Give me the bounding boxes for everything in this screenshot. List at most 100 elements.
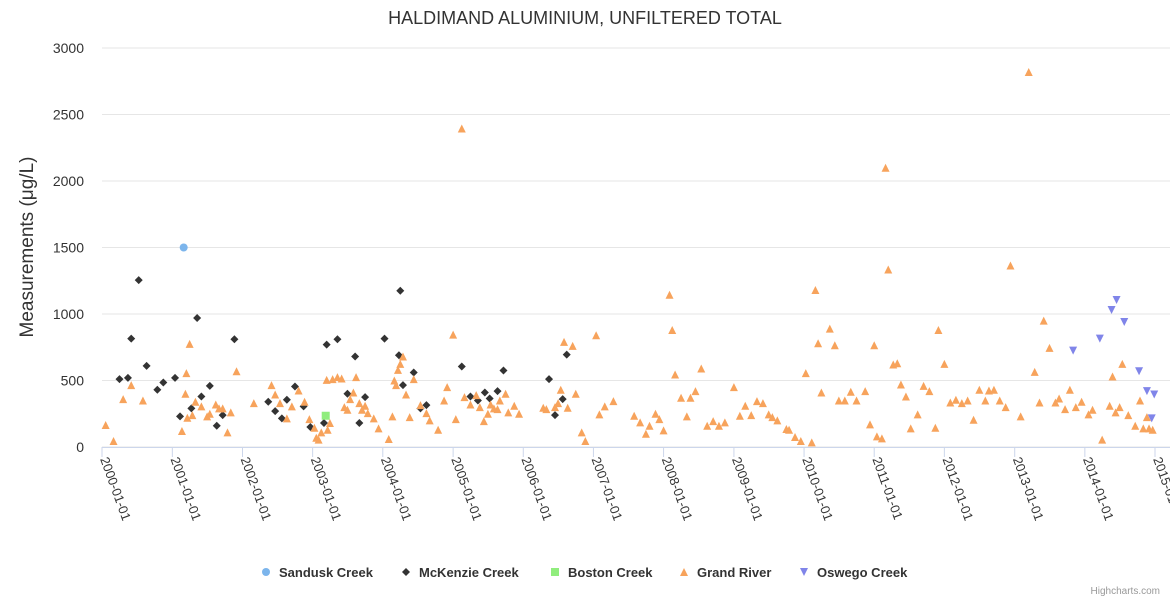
data-point[interactable] [872, 432, 881, 441]
data-point[interactable] [282, 414, 291, 423]
legend-marker[interactable] [402, 568, 410, 576]
legend-item[interactable]: Sandusk Creek [262, 565, 374, 580]
data-point[interactable] [1150, 390, 1159, 399]
data-point[interactable] [388, 412, 397, 421]
data-point[interactable] [212, 421, 221, 430]
data-point[interactable] [773, 416, 782, 425]
data-point[interactable] [109, 437, 118, 446]
data-point[interactable] [294, 386, 303, 395]
data-point[interactable] [1131, 421, 1140, 430]
data-point[interactable] [825, 324, 834, 333]
data-point[interactable] [380, 334, 389, 343]
data-point[interactable] [1111, 408, 1120, 417]
data-point[interactable] [369, 414, 378, 423]
data-point[interactable] [752, 397, 761, 406]
data-point[interactable] [877, 434, 886, 443]
data-point[interactable] [995, 396, 1004, 405]
data-point[interactable] [472, 391, 481, 400]
data-point[interactable] [466, 400, 475, 409]
data-point[interactable] [501, 389, 510, 398]
data-point[interactable] [457, 362, 466, 371]
data-point[interactable] [665, 290, 674, 299]
data-point[interactable] [396, 359, 405, 368]
data-point[interactable] [416, 401, 425, 410]
data-point[interactable] [1088, 405, 1097, 414]
data-point[interactable] [951, 395, 960, 404]
data-point[interactable] [568, 341, 577, 350]
data-point[interactable] [323, 425, 332, 434]
data-point[interactable] [392, 381, 401, 390]
data-point[interactable] [314, 435, 323, 444]
data-point[interactable] [310, 423, 319, 432]
data-point[interactable] [846, 387, 855, 396]
data-point[interactable] [218, 404, 227, 413]
data-point[interactable] [422, 409, 431, 418]
data-point[interactable] [1120, 317, 1129, 326]
data-point[interactable] [969, 415, 978, 424]
data-point[interactable] [1077, 397, 1086, 406]
data-point[interactable] [1112, 296, 1121, 305]
data-point[interactable] [271, 390, 280, 399]
data-point[interactable] [709, 417, 718, 426]
data-point[interactable] [384, 435, 393, 444]
data-point[interactable] [785, 425, 794, 434]
data-point[interactable] [422, 401, 431, 410]
data-point[interactable] [322, 375, 331, 384]
data-point[interactable] [1107, 306, 1116, 315]
credits[interactable]: Highcharts.com [1091, 586, 1160, 597]
data-point[interactable] [187, 404, 196, 413]
data-point[interactable] [451, 415, 460, 424]
data-point[interactable] [177, 427, 186, 436]
data-point[interactable] [1105, 401, 1114, 410]
data-point[interactable] [811, 286, 820, 295]
data-point[interactable] [989, 385, 998, 394]
data-point[interactable] [1016, 412, 1025, 421]
data-point[interactable] [138, 396, 147, 405]
data-point[interactable] [1001, 403, 1010, 412]
data-point[interactable] [677, 393, 686, 402]
data-point[interactable] [1142, 387, 1151, 396]
data-point[interactable] [127, 334, 136, 343]
data-point[interactable] [466, 392, 475, 401]
data-point[interactable] [337, 374, 346, 383]
data-point[interactable] [600, 402, 609, 411]
data-point[interactable] [249, 399, 258, 408]
data-point[interactable] [181, 389, 190, 398]
data-point[interactable] [830, 341, 839, 350]
data-point[interactable] [545, 375, 554, 384]
data-point[interactable] [1071, 403, 1080, 412]
data-point[interactable] [230, 335, 239, 344]
data-point[interactable] [343, 389, 352, 398]
data-point[interactable] [901, 392, 910, 401]
data-point[interactable] [325, 419, 334, 428]
data-point[interactable] [153, 385, 162, 394]
data-point[interactable] [499, 366, 508, 375]
data-point[interactable] [630, 411, 639, 420]
data-point[interactable] [1135, 367, 1144, 376]
data-point[interactable] [1095, 334, 1104, 343]
data-point[interactable] [493, 387, 502, 396]
data-point[interactable] [865, 420, 874, 429]
data-point[interactable] [906, 424, 915, 433]
data-point[interactable] [409, 368, 418, 377]
data-point[interactable] [343, 405, 352, 414]
data-point[interactable] [271, 407, 280, 416]
data-point[interactable] [398, 352, 407, 361]
data-point[interactable] [495, 396, 504, 405]
data-point[interactable] [542, 405, 551, 414]
data-point[interactable] [791, 433, 800, 442]
data-point[interactable] [1139, 424, 1148, 433]
data-point[interactable] [493, 405, 502, 414]
data-point[interactable] [801, 369, 810, 378]
data-point[interactable] [197, 402, 206, 411]
data-point[interactable] [475, 403, 484, 412]
data-point[interactable] [655, 415, 664, 424]
data-point[interactable] [300, 397, 309, 406]
data-point[interactable] [1142, 413, 1151, 422]
data-point[interactable] [563, 403, 572, 412]
data-point[interactable] [290, 382, 299, 391]
data-point[interactable] [834, 396, 843, 405]
legend-marker[interactable] [800, 568, 808, 576]
data-point[interactable] [351, 352, 360, 361]
data-point[interactable] [405, 413, 414, 422]
